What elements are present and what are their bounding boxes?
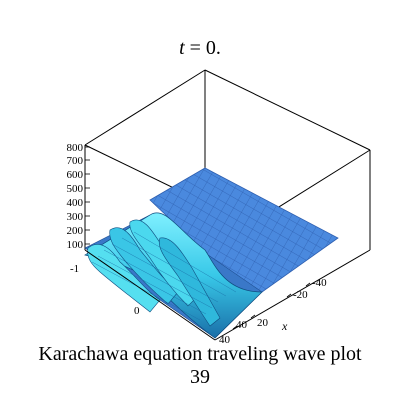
title-variable: t — [179, 37, 185, 59]
caption-line-2: 39 — [190, 366, 210, 388]
z-tick-labels: 800 700 600 500 400 300 200 100 — [67, 142, 84, 251]
x-tick-label: 40 — [236, 319, 248, 331]
x-tick-label: -40 — [312, 277, 327, 289]
wave-ridge-1 — [87, 243, 161, 313]
z-tick-label: 500 — [67, 183, 84, 195]
box-front-edges — [84, 249, 371, 341]
z-tick-label: 600 — [67, 169, 84, 181]
caption-line-1: Karachawa equation traveling wave plot — [38, 343, 362, 365]
z-tick-label: 400 — [67, 197, 84, 209]
x-tick-label: -20 — [293, 289, 308, 301]
x-axis-label: x — [281, 319, 288, 333]
z-axis — [85, 146, 90, 245]
z-tick-label: 800 — [67, 142, 84, 154]
z-tick-label: 700 — [67, 155, 84, 167]
chart-title: t = 0. — [179, 37, 221, 59]
x-axis — [232, 282, 311, 330]
wave-ridge-2 — [109, 227, 179, 305]
title-rest: = 0. — [185, 37, 221, 59]
z-tick-label: 300 — [67, 211, 84, 223]
wave-ridges — [84, 212, 263, 339]
y-tick-label-mid: 0 — [134, 305, 140, 317]
wave-ridge-3 — [129, 219, 199, 307]
z-tick-label: 100 — [67, 239, 84, 251]
z-tick-label: 200 — [67, 225, 84, 237]
y-tick-label-edge: -1 — [70, 263, 79, 275]
x-tick-label: 20 — [257, 317, 269, 329]
x-tick-label: 40 — [219, 334, 231, 346]
